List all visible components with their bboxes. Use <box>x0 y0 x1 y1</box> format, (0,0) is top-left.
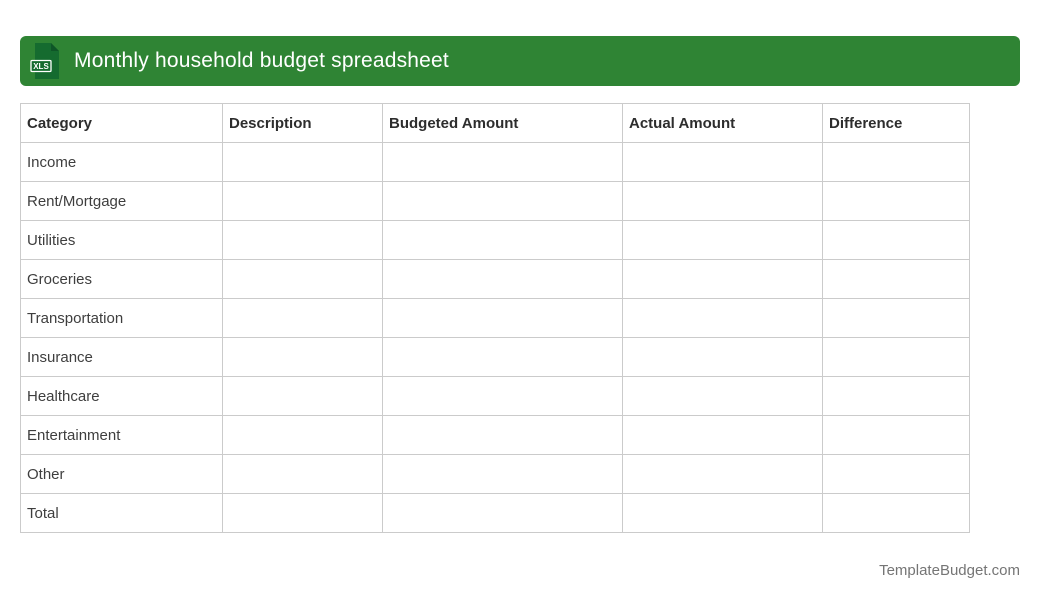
category-cell: Total <box>20 493 223 533</box>
description-cell <box>222 454 383 494</box>
description-cell <box>222 220 383 260</box>
budgeted-amount-cell <box>382 376 623 416</box>
description-cell <box>222 376 383 416</box>
table-row-total: Total <box>20 493 970 533</box>
svg-text:XLS: XLS <box>33 62 49 71</box>
budgeted-amount-cell <box>382 454 623 494</box>
actual-amount-cell <box>622 298 823 338</box>
column-header-difference: Difference <box>822 103 970 143</box>
difference-cell <box>822 376 970 416</box>
table-row: Rent/Mortgage <box>20 181 970 221</box>
difference-cell <box>822 259 970 299</box>
table-row: Other <box>20 454 970 494</box>
budgeted-amount-cell <box>382 181 623 221</box>
budgeted-amount-cell <box>382 259 623 299</box>
difference-cell <box>822 142 970 182</box>
budgeted-amount-cell <box>382 493 623 533</box>
budgeted-amount-cell <box>382 298 623 338</box>
table-row: Income <box>20 142 970 182</box>
category-cell: Insurance <box>20 337 223 377</box>
column-header-category: Category <box>20 103 223 143</box>
description-cell <box>222 298 383 338</box>
page-title: Monthly household budget spreadsheet <box>74 49 449 72</box>
difference-cell <box>822 493 970 533</box>
budget-table: Category Description Budgeted Amount Act… <box>20 103 970 533</box>
description-cell <box>222 142 383 182</box>
description-cell <box>222 337 383 377</box>
page-header-bar: XLS Monthly household budget spreadsheet <box>20 36 1020 86</box>
category-cell: Income <box>20 142 223 182</box>
actual-amount-cell <box>622 454 823 494</box>
actual-amount-cell <box>622 142 823 182</box>
table-row: Transportation <box>20 298 970 338</box>
budgeted-amount-cell <box>382 220 623 260</box>
actual-amount-cell <box>622 181 823 221</box>
column-header-actual-amount: Actual Amount <box>622 103 823 143</box>
column-header-budgeted-amount: Budgeted Amount <box>382 103 623 143</box>
actual-amount-cell <box>622 337 823 377</box>
actual-amount-cell <box>622 376 823 416</box>
actual-amount-cell <box>622 493 823 533</box>
difference-cell <box>822 181 970 221</box>
actual-amount-cell <box>622 220 823 260</box>
xls-file-icon: XLS <box>30 43 59 79</box>
budgeted-amount-cell <box>382 337 623 377</box>
category-cell: Entertainment <box>20 415 223 455</box>
budgeted-amount-cell <box>382 142 623 182</box>
category-cell: Transportation <box>20 298 223 338</box>
category-cell: Rent/Mortgage <box>20 181 223 221</box>
description-cell <box>222 493 383 533</box>
description-cell <box>222 259 383 299</box>
table-row: Healthcare <box>20 376 970 416</box>
difference-cell <box>822 415 970 455</box>
difference-cell <box>822 454 970 494</box>
column-header-description: Description <box>222 103 383 143</box>
category-cell: Other <box>20 454 223 494</box>
site-credit-link[interactable]: TemplateBudget.com <box>879 562 1020 579</box>
description-cell <box>222 181 383 221</box>
difference-cell <box>822 220 970 260</box>
table-header-row: Category Description Budgeted Amount Act… <box>20 103 970 143</box>
difference-cell <box>822 337 970 377</box>
actual-amount-cell <box>622 415 823 455</box>
table-row: Groceries <box>20 259 970 299</box>
budgeted-amount-cell <box>382 415 623 455</box>
table-row: Utilities <box>20 220 970 260</box>
actual-amount-cell <box>622 259 823 299</box>
category-cell: Utilities <box>20 220 223 260</box>
category-cell: Groceries <box>20 259 223 299</box>
table-row: Entertainment <box>20 415 970 455</box>
description-cell <box>222 415 383 455</box>
table-row: Insurance <box>20 337 970 377</box>
difference-cell <box>822 298 970 338</box>
category-cell: Healthcare <box>20 376 223 416</box>
